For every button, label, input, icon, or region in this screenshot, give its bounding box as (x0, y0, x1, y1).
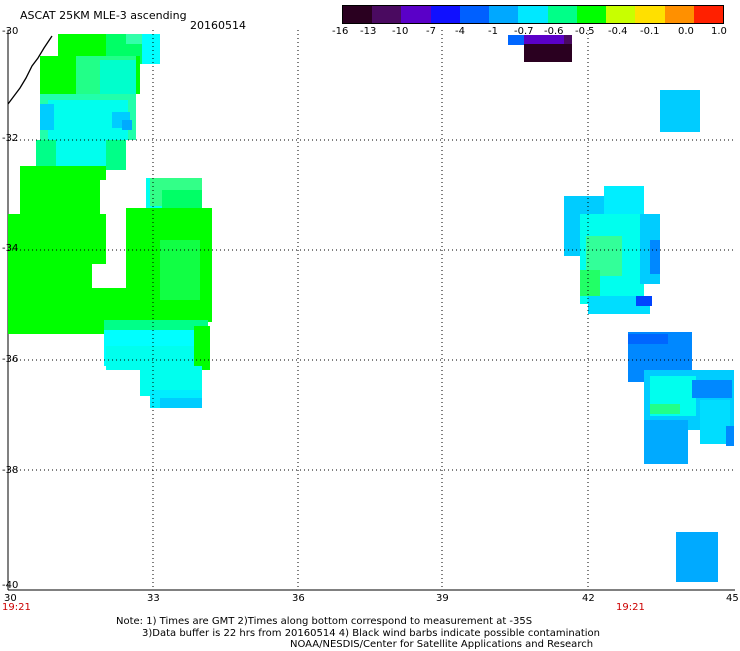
note-line-2: 3)Data buffer is 22 hrs from 20160514 4)… (142, 628, 600, 639)
note-line-3: NOAA/NESDIS/Center for Satellite Applica… (290, 639, 594, 650)
colorbar-label: -10 (392, 26, 409, 37)
colorbar-label: -13 (360, 26, 377, 37)
colorbar-label: -0.6 (544, 26, 564, 37)
colorbar-label: -0.7 (514, 26, 534, 37)
colorbar-label: 0.0 (678, 26, 694, 37)
swath-west (8, 34, 212, 408)
colorbar-swatch (401, 6, 431, 23)
colorbar-swatch (576, 6, 607, 23)
colorbar-swatch (343, 6, 373, 23)
colorbar-label: 1.0 (711, 26, 727, 37)
graticule (8, 30, 735, 590)
colorbar-label: -1 (488, 26, 498, 37)
lon-label: 36 (292, 593, 305, 604)
lon-label: 39 (436, 593, 449, 604)
colorbar-label: -0.1 (640, 26, 660, 37)
colorbar-label: -0.4 (608, 26, 628, 37)
colorbar-labels: -16 -13 -10 -7 -4 -1 -0.7 -0.6 -0.5 -0.4… (330, 26, 730, 38)
lat-label: -32 (2, 133, 19, 144)
lon-label: 42 (582, 593, 595, 604)
lat-label: -36 (2, 354, 19, 365)
colorbar-label: -7 (426, 26, 436, 37)
swath-north (508, 35, 572, 62)
lon-label: 30 (4, 593, 17, 604)
product-date: 20160514 (190, 19, 246, 32)
product-title: ASCAT 25KM MLE-3 ascending (20, 9, 187, 22)
colorbar-swatch (635, 6, 665, 23)
lon-label: 45 (726, 593, 739, 604)
note-line-1: Note: 1) Times are GMT 2)Times along bot… (116, 616, 533, 627)
coastline (7, 35, 53, 105)
colorbar-swatch (430, 6, 460, 23)
swath-east (564, 90, 734, 582)
lat-label: -30 (2, 26, 19, 37)
lat-label: -34 (2, 243, 19, 254)
time-label: 19:21 (2, 602, 31, 613)
colorbar-label: -16 (332, 26, 349, 37)
colorbar-swatch (372, 6, 402, 23)
colorbar-swatch (664, 6, 694, 23)
colorbar-swatch (459, 6, 490, 23)
colorbar-swatch (693, 6, 724, 23)
colorbar-swatch (518, 6, 548, 23)
lat-label: -40 (2, 580, 19, 591)
colorbar-label: -4 (455, 26, 465, 37)
time-label: 19:21 (616, 602, 645, 613)
lon-label: 33 (147, 593, 160, 604)
colorbar-swatch (606, 6, 636, 23)
colorbar-swatch (547, 6, 577, 23)
lat-label: -38 (2, 465, 19, 476)
colorbar-swatch (489, 6, 519, 23)
colorbar (342, 5, 724, 24)
colorbar-label: -0.5 (575, 26, 595, 37)
